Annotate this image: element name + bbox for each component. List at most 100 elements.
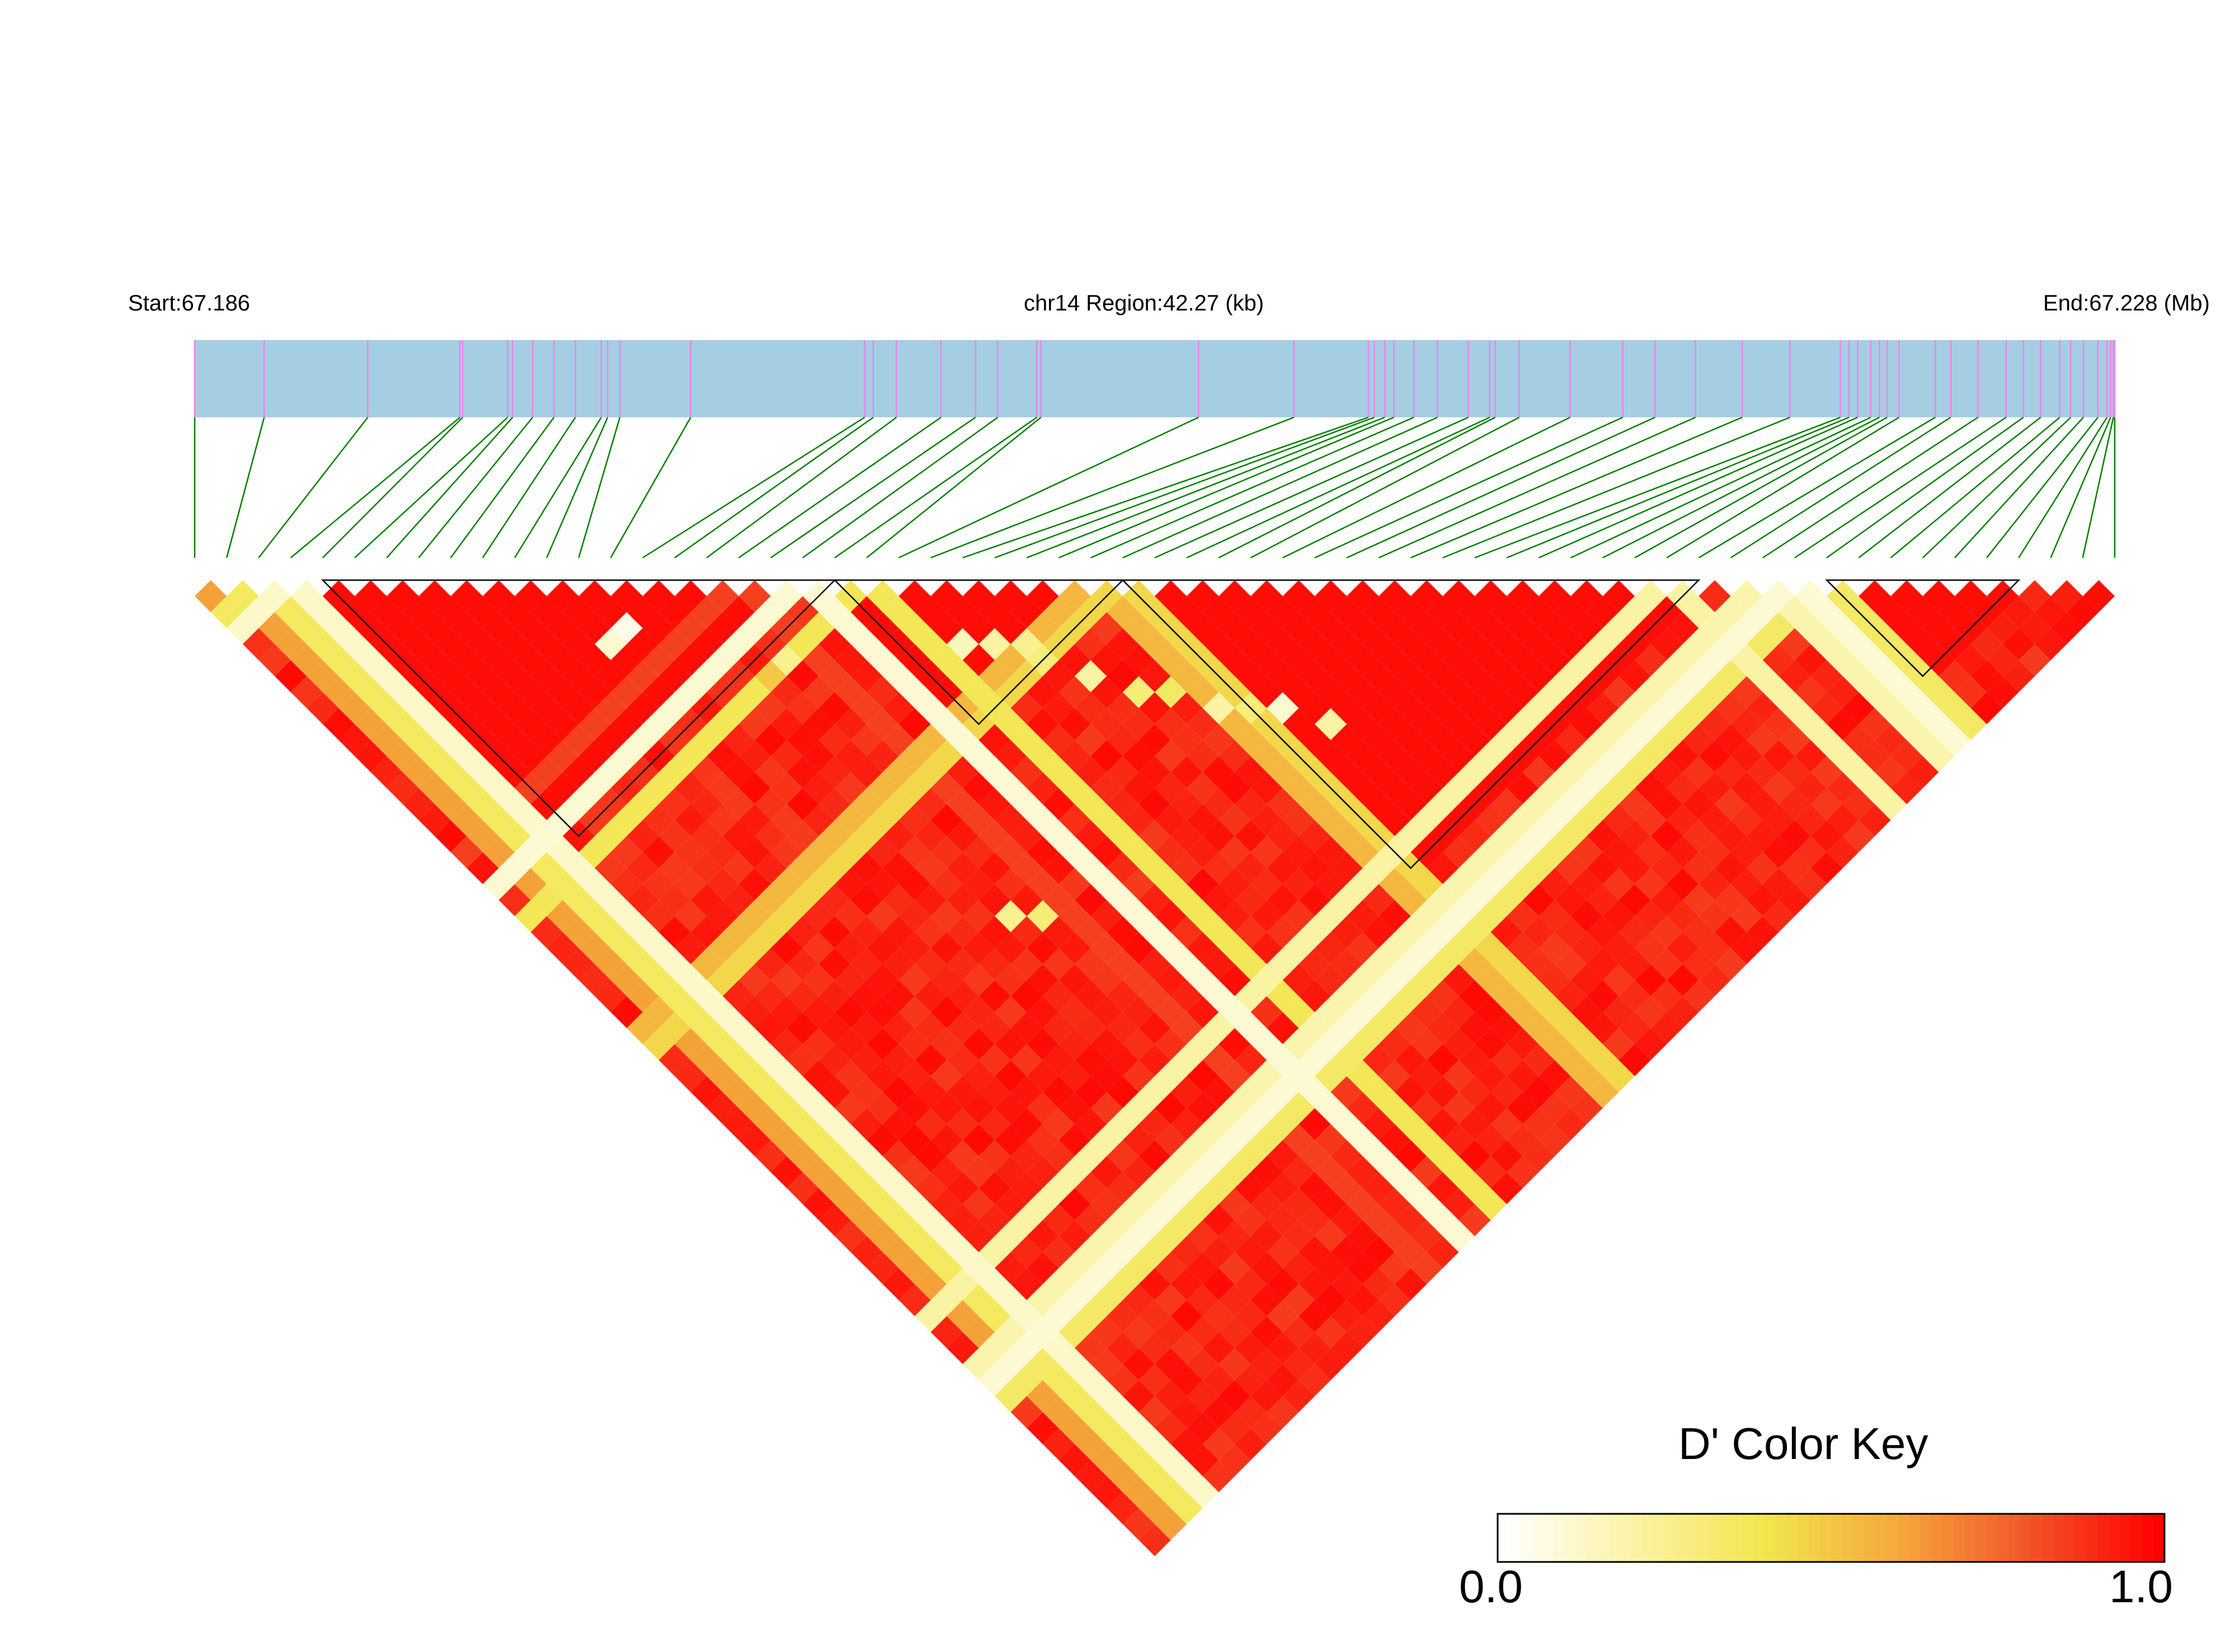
ld-cell bbox=[1522, 980, 1555, 1013]
ld-cell bbox=[962, 772, 995, 804]
ld-cell bbox=[1427, 1140, 1459, 1173]
ld-cell bbox=[1522, 1044, 1555, 1076]
ld-cell bbox=[242, 628, 275, 660]
ld-cell bbox=[1795, 676, 1827, 708]
ld-cell bbox=[1395, 1044, 1427, 1076]
ld-cell bbox=[1267, 1140, 1299, 1173]
ld-cell bbox=[1635, 932, 1667, 964]
ld-cell bbox=[595, 596, 627, 628]
ld-cell bbox=[1587, 820, 1619, 853]
ld-cell bbox=[867, 1092, 899, 1124]
ld-cell bbox=[962, 996, 995, 1028]
ld-cell bbox=[1395, 1204, 1427, 1236]
ld-cell bbox=[835, 612, 867, 644]
ld-cell bbox=[1538, 1028, 1571, 1060]
ld-cell bbox=[898, 1156, 931, 1188]
ld-cell bbox=[1202, 724, 1235, 756]
ld-cell bbox=[1235, 1044, 1267, 1076]
ld-cell bbox=[1827, 804, 1859, 836]
ld-cell bbox=[1107, 1428, 1139, 1460]
ld-cell bbox=[1555, 788, 1587, 820]
ld-cell bbox=[1890, 580, 1923, 613]
snp-connector bbox=[450, 417, 555, 558]
ld-cell bbox=[1282, 1028, 1315, 1060]
ld-cell bbox=[290, 644, 323, 676]
ld-cell bbox=[707, 612, 739, 644]
ld-cell bbox=[802, 836, 835, 868]
ld-cell bbox=[1410, 900, 1443, 933]
ld-cell bbox=[787, 1140, 819, 1173]
ld-cell bbox=[675, 836, 707, 868]
ld-cell bbox=[1187, 612, 1219, 644]
ld-cell bbox=[995, 1348, 1027, 1380]
ld-cell bbox=[1715, 660, 1747, 693]
ld-cell bbox=[2082, 580, 2115, 613]
ld-cell bbox=[1122, 1124, 1155, 1156]
ld-cell bbox=[755, 1140, 787, 1173]
ld-cell bbox=[1122, 676, 1155, 708]
ld-cell bbox=[1122, 1316, 1155, 1348]
ld-cell bbox=[1427, 1236, 1459, 1268]
color-key-swatch bbox=[2031, 1514, 2043, 1562]
ld-cell bbox=[562, 660, 595, 693]
snp-connector bbox=[674, 416, 874, 559]
color-key-swatch bbox=[1697, 1514, 1710, 1562]
ld-cell bbox=[515, 836, 547, 868]
ld-cell bbox=[915, 852, 947, 884]
ld-cell bbox=[1570, 804, 1603, 836]
ld-cell bbox=[867, 932, 899, 964]
ld-cell bbox=[867, 836, 899, 868]
ld-cell bbox=[1570, 1060, 1603, 1093]
ld-cell bbox=[882, 692, 915, 724]
ld-cell bbox=[627, 628, 659, 660]
region-title: chr14 Region:42.27 (kb) bbox=[1024, 291, 1264, 316]
ld-cell bbox=[962, 932, 995, 964]
ld-cell bbox=[1395, 1012, 1427, 1044]
color-key-swatch bbox=[2020, 1514, 2032, 1562]
ld-cell bbox=[1250, 964, 1283, 996]
ld-cell bbox=[882, 852, 915, 884]
ld-cell bbox=[435, 756, 467, 788]
ld-cell bbox=[962, 1092, 995, 1124]
color-key-swatch bbox=[2142, 1514, 2154, 1562]
ld-cell bbox=[435, 660, 467, 693]
ld-cell bbox=[515, 868, 547, 900]
ld-cell bbox=[962, 1284, 995, 1316]
snp-connector bbox=[386, 417, 514, 558]
ld-cell bbox=[787, 948, 819, 980]
ld-cell bbox=[1250, 740, 1283, 773]
ld-cell bbox=[2018, 580, 2051, 613]
ld-cell bbox=[1475, 1124, 1507, 1156]
ld-cell bbox=[1250, 1060, 1283, 1093]
snp-connector bbox=[2018, 417, 2108, 558]
ld-cell bbox=[1475, 1092, 1507, 1124]
ld-cell bbox=[1315, 900, 1347, 933]
ld-cell bbox=[1235, 1076, 1267, 1108]
snp-connector bbox=[1954, 417, 2084, 558]
ld-cell bbox=[1827, 676, 1859, 708]
ld-cell bbox=[1347, 676, 1379, 708]
ld-cell bbox=[1347, 932, 1379, 964]
ld-cell bbox=[675, 868, 707, 900]
ld-cell bbox=[1042, 1300, 1075, 1333]
ld-cell bbox=[1795, 804, 1827, 836]
ld-cell bbox=[1635, 740, 1667, 773]
ld-cell bbox=[915, 1204, 947, 1236]
ld-cell bbox=[867, 1220, 899, 1253]
ld-cell bbox=[2018, 644, 2051, 676]
ld-cell bbox=[1635, 900, 1667, 933]
ld-cell bbox=[867, 1252, 899, 1284]
ld-cell bbox=[1075, 980, 1107, 1013]
ld-cell bbox=[1555, 660, 1587, 693]
ld-cell bbox=[1218, 804, 1251, 836]
ld-cell bbox=[802, 932, 835, 964]
ld-cell bbox=[1027, 1188, 1059, 1220]
ld-cell bbox=[770, 708, 803, 740]
ld-cell bbox=[1090, 1028, 1123, 1060]
ld-cell bbox=[1315, 804, 1347, 836]
ld-cell bbox=[675, 996, 707, 1028]
ld-cell bbox=[787, 1076, 819, 1108]
ld-cell bbox=[1075, 1140, 1107, 1173]
snp-connector bbox=[1410, 416, 1743, 559]
ld-cell bbox=[1427, 948, 1459, 980]
